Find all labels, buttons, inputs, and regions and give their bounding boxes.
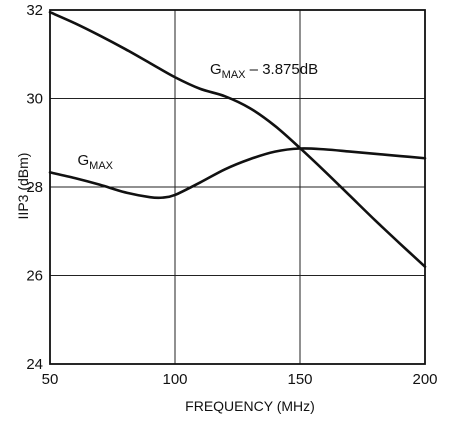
series-label-gmax-minus-3875db: GMAX – 3.875dB	[210, 61, 318, 81]
series-gmax-line	[48, 147, 427, 200]
tick-labels: 50 100 150 200 24 26 28 30 32	[26, 2, 437, 388]
plot-frame	[49, 9, 426, 365]
series-label-gmax: GMAX	[78, 152, 114, 172]
y-axis-title: IIP3 (dBm)	[15, 153, 31, 220]
y-tick-label-30: 30	[26, 91, 43, 108]
x-tick-label-100: 100	[162, 371, 187, 388]
series-lines	[48, 10, 427, 268]
x-tick-label-50: 50	[42, 371, 59, 388]
grid	[50, 10, 425, 364]
x-axis-title: FREQUENCY (MHz)	[185, 398, 315, 414]
y-tick-label-32: 32	[26, 2, 43, 19]
x-tick-label-200: 200	[412, 371, 437, 388]
series-labels: GMAX GMAX – 3.875dB	[78, 61, 319, 172]
y-tick-label-24: 24	[26, 356, 43, 373]
series-gmax-minus-3875db-line	[48, 10, 427, 268]
y-tick-label-26: 26	[26, 268, 43, 285]
y-tick-label-28: 28	[26, 179, 43, 196]
x-tick-label-150: 150	[287, 371, 312, 388]
